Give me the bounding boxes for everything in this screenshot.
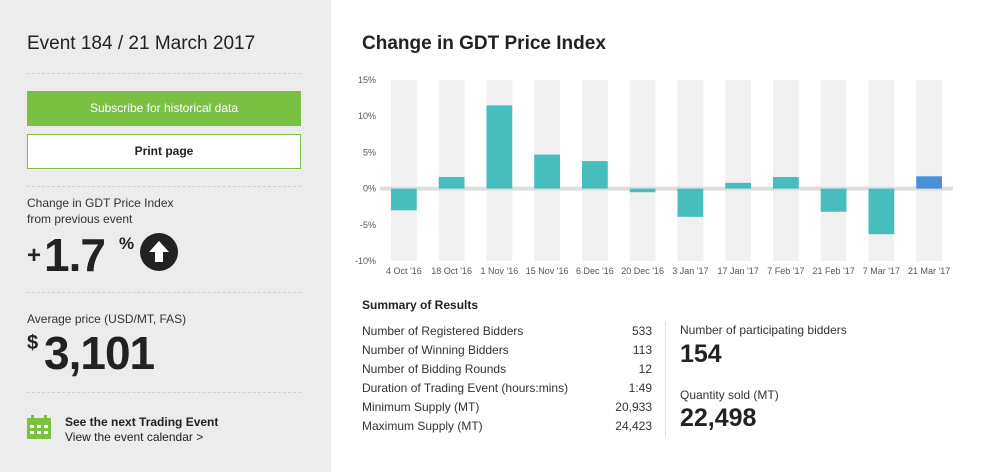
divider (665, 322, 666, 437)
chart-x-tick-label: 21 Mar '17 (908, 266, 950, 276)
summary-row-value: 12 (638, 362, 652, 376)
chart-bar (820, 188, 847, 212)
sidebar: Event 184 / 21 March 2017 Subscribe for … (0, 0, 331, 472)
chart-bar (581, 161, 608, 189)
chart-bar (486, 105, 513, 189)
summary-table: Number of Registered Bidders 533 Number of… (362, 322, 652, 436)
divider (27, 186, 301, 187)
change-label-line2: from previous event (27, 212, 133, 226)
average-price-label: Average price (USD/MT, FAS) (27, 312, 187, 326)
chart-column-background (629, 80, 656, 261)
summary-row-label: Number of Registered Bidders (362, 324, 524, 338)
currency-symbol: $ (27, 332, 39, 354)
summary-row-label: Duration of Trading Event (hours:mins) (362, 381, 569, 395)
chart-x-tick-label: 17 Jan '17 (717, 266, 758, 276)
divider (27, 73, 301, 74)
divider (27, 392, 301, 393)
chart-x-tick-label: 7 Mar '17 (863, 266, 900, 276)
chart-x-tick-label: 20 Dec '16 (621, 266, 664, 276)
chart-column-background (772, 80, 799, 261)
chart-y-tick-label: -10% (355, 256, 376, 266)
change-label-line1: Change in GDT Price Index (27, 196, 174, 210)
chart-column-background (390, 80, 417, 261)
summary-row: Number of Winning Bidders 113 (362, 341, 652, 360)
chart-x-tick-label: 21 Feb '17 (813, 266, 855, 276)
chart-bar (390, 188, 417, 211)
chart-bar (677, 188, 704, 217)
summary-row: Duration of Trading Event (hours:mins) 1:… (362, 379, 652, 398)
summary-row: Number of Registered Bidders 533 (362, 322, 652, 341)
quantity-sold-label: Quantity sold (MT) (680, 388, 779, 402)
event-calendar-link[interactable]: View the event calendar > (65, 430, 204, 444)
chart-bar (725, 182, 752, 189)
summary-row-label: Number of Winning Bidders (362, 343, 509, 357)
chart-y-tick-label: 0% (363, 184, 376, 194)
summary-row-value: 533 (631, 324, 652, 338)
chart-bar (629, 188, 656, 193)
divider (27, 292, 301, 293)
calendar-icon (27, 415, 51, 439)
summary-row-value: 113 (632, 343, 652, 357)
chart-x-tick-label: 15 Nov '16 (526, 266, 569, 276)
change-number: 1.7 (44, 229, 106, 281)
chart-column-background (916, 80, 943, 261)
chart-x-tick-label: 1 Nov '16 (481, 266, 519, 276)
chart-x-tick-label: 18 Oct '16 (431, 266, 472, 276)
summary-row: Number of Bidding Rounds 12 (362, 360, 652, 379)
average-price-value: 3,101 (44, 327, 155, 379)
chart-column-background (725, 80, 752, 261)
price-index-chart: 15% 10% 5% 0% -5% -10% 4 Oct '16 18 Oct '16 1 No… (355, 75, 953, 276)
chart-bar (772, 177, 799, 189)
chart-x-tick-label: 7 Feb '17 (767, 266, 804, 276)
print-page-button[interactable]: Print page (27, 134, 301, 169)
chart-zero-line (380, 186, 953, 191)
summary-row-label: Minimum Supply (MT) (362, 400, 480, 414)
quantity-sold-value: 22,498 (680, 404, 757, 432)
chart-bar (438, 177, 465, 189)
chart-bar (534, 154, 561, 189)
chart-y-tick-label: -5% (360, 220, 376, 230)
summary-title: Summary of Results (362, 298, 479, 312)
summary-row-label: Number of Bidding Rounds (362, 362, 507, 376)
chart-y-tick-label: 10% (358, 111, 376, 121)
participating-bidders-value: 154 (680, 340, 722, 368)
chart-column-background (820, 80, 847, 261)
summary-row-label: Maximum Supply (MT) (362, 419, 483, 433)
chart-bar (916, 176, 943, 189)
summary-row: Maximum Supply (MT) 24,423 (362, 417, 652, 436)
summary-row-value: 24,423 (615, 419, 652, 433)
chart-y-tick-label: 5% (363, 147, 376, 157)
chart-y-tick-label: 15% (358, 75, 376, 85)
chart-title: Change in GDT Price Index (362, 33, 606, 54)
chart-x-tick-label: 3 Jan '17 (672, 266, 708, 276)
subscribe-button[interactable]: Subscribe for historical data (27, 91, 301, 126)
change-unit: % (119, 234, 135, 253)
change-sign: + (27, 242, 42, 269)
event-title: Event 184 / 21 March 2017 (27, 33, 256, 54)
chart-x-tick-label: 4 Oct '16 (386, 266, 422, 276)
summary-row-value: 1:49 (628, 381, 652, 395)
chart-x-tick-label: 6 Dec '16 (576, 266, 614, 276)
chart-column-background (677, 80, 704, 261)
chart-column-background (438, 80, 465, 261)
next-event-title: See the next Trading Event (65, 415, 219, 429)
chart-bar (868, 188, 895, 235)
summary-row-value: 20,933 (615, 400, 652, 414)
summary-row: Minimum Supply (MT) 20,933 (362, 398, 652, 417)
participating-bidders-label: Number of participating bidders (680, 323, 847, 337)
change-label: Change in GDT Price Index from previous … (27, 195, 227, 227)
arrow-up-circle-icon (140, 233, 178, 271)
